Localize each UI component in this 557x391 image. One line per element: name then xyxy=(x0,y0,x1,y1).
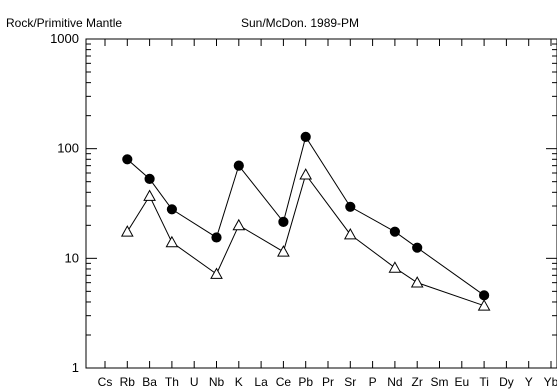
x-tick-label-la: La xyxy=(254,375,268,389)
series-2-line xyxy=(126,173,485,307)
x-tick-label-p: P xyxy=(369,375,377,389)
x-tick-label-pb: Pb xyxy=(298,375,313,389)
series-1-point-pb xyxy=(300,131,311,143)
x-tick-label-y: Y xyxy=(525,375,533,389)
plot-frame xyxy=(85,38,557,369)
y-axis-title: Rock/Primitive Mantle xyxy=(6,16,122,30)
series-1-point-nb xyxy=(211,232,222,243)
x-tick-label-th: Th xyxy=(165,375,179,389)
series-2-point-rb xyxy=(120,225,134,237)
series-2-point-pb xyxy=(299,168,313,180)
series-1-point-k xyxy=(233,160,244,171)
series-2-point-ti xyxy=(477,299,491,311)
chart-title: Sun/McDon. 1989-PM xyxy=(241,16,359,30)
series-2-point-th xyxy=(165,235,179,248)
data-series xyxy=(120,131,491,311)
x-tick-label-zr: Zr xyxy=(412,375,423,389)
series-1-point-ba xyxy=(144,173,155,185)
series-2-point-sr xyxy=(343,227,357,240)
y-tick-label: 10 xyxy=(65,250,79,265)
series-1-point-nd xyxy=(389,226,400,237)
x-tick-label-ce: Ce xyxy=(276,375,292,389)
series-2-point-ce xyxy=(277,245,290,257)
series-1-point-sr xyxy=(345,201,356,212)
x-tick-label-nd: Nd xyxy=(387,375,402,389)
y-tick-labels: 1 10 100 1000 xyxy=(50,31,79,375)
y-tick-label: 1000 xyxy=(50,31,79,46)
x-tick-labels: CsRbBaThUNbKLaCePbPrSrPNdZrSmEuTiDyYYbLu xyxy=(98,375,557,389)
series-1-line xyxy=(126,135,485,296)
x-tick-label-sm: Sm xyxy=(431,375,449,389)
x-tick-label-eu: Eu xyxy=(454,375,469,389)
series-1-point-ce xyxy=(278,216,289,227)
series-1-point-ti xyxy=(479,290,490,301)
x-tick-label-ti: Ti xyxy=(479,375,489,389)
series-1-point-th xyxy=(166,204,177,215)
series-1-point-rb xyxy=(122,154,133,165)
x-tick-label-yb: Yb xyxy=(544,375,557,389)
y-tick-label: 100 xyxy=(57,141,79,156)
series-2-point-nd xyxy=(388,261,402,273)
x-tick-label-nb: Nb xyxy=(209,375,225,389)
x-tick-label-cs: Cs xyxy=(98,375,113,389)
series-1-point-zr xyxy=(412,242,423,253)
x-tick-label-pr: Pr xyxy=(322,375,334,389)
series-2-point-ba xyxy=(143,189,156,201)
x-tick-label-sr: Sr xyxy=(344,375,356,389)
y-tick-label: 1 xyxy=(72,360,79,375)
x-tick-label-rb: Rb xyxy=(120,375,136,389)
x-tick-label-k: K xyxy=(235,375,243,389)
series-2-point-nb xyxy=(210,267,223,279)
series-2-point-k xyxy=(232,218,246,231)
x-tick-label-dy: Dy xyxy=(499,375,514,389)
x-tick-label-ba: Ba xyxy=(142,375,157,389)
x-tick-label-u: U xyxy=(190,375,199,389)
axis-ticks xyxy=(86,38,557,369)
series-2-point-zr xyxy=(410,276,424,288)
